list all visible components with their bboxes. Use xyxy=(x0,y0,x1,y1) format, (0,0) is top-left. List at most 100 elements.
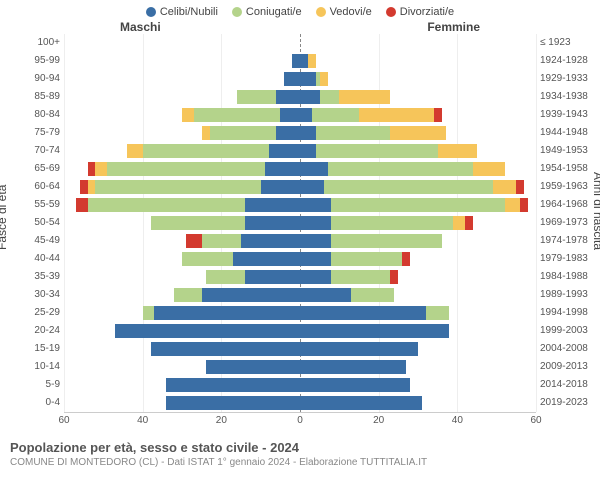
birth-label: 1949-1953 xyxy=(540,142,594,160)
bar-segment xyxy=(316,144,438,158)
bar-segment xyxy=(300,234,331,248)
gridline xyxy=(536,34,537,412)
bar-segment xyxy=(233,252,300,266)
bar-segment xyxy=(320,90,340,104)
age-label: 75-79 xyxy=(6,124,60,142)
bar-segment xyxy=(434,108,442,122)
bar-segment xyxy=(166,396,300,410)
age-label: 85-89 xyxy=(6,88,60,106)
x-tick: 60 xyxy=(530,415,541,426)
pyramid-row xyxy=(64,322,536,340)
header-male: Maschi xyxy=(120,20,161,34)
bar-segment xyxy=(331,198,504,212)
legend-swatch xyxy=(146,7,156,17)
x-tick: 20 xyxy=(373,415,384,426)
pyramid-row xyxy=(64,268,536,286)
birth-label: 1999-2003 xyxy=(540,322,594,340)
pyramid-row xyxy=(64,142,536,160)
bar-segment xyxy=(265,162,300,176)
bar-segment xyxy=(151,216,245,230)
bar-segment xyxy=(154,306,300,320)
legend-label: Vedovi/e xyxy=(330,6,372,18)
age-label: 15-19 xyxy=(6,340,60,358)
bar-segment xyxy=(300,216,331,230)
bar-segment xyxy=(300,396,422,410)
bar-segment xyxy=(115,324,300,338)
bar-segment xyxy=(300,288,351,302)
bar-segment xyxy=(300,324,449,338)
bar-segment xyxy=(339,90,390,104)
bar-segment xyxy=(308,54,316,68)
age-label: 40-44 xyxy=(6,250,60,268)
pyramid-row xyxy=(64,106,536,124)
birth-label: 1959-1963 xyxy=(540,178,594,196)
bar-segment xyxy=(166,378,300,392)
age-label: 100+ xyxy=(6,34,60,52)
bar-segment xyxy=(261,180,300,194)
bar-segment xyxy=(174,288,202,302)
x-tick: 20 xyxy=(216,415,227,426)
birth-labels: ≤ 19231924-19281929-19331934-19381939-19… xyxy=(536,34,594,412)
legend-item: Celibi/Nubili xyxy=(146,6,218,18)
birth-label: 1924-1928 xyxy=(540,52,594,70)
bar-segment xyxy=(182,108,194,122)
bar-segment xyxy=(127,144,143,158)
age-label: 55-59 xyxy=(6,196,60,214)
bar-segment xyxy=(202,234,241,248)
bar-segment xyxy=(331,216,453,230)
bar-segment xyxy=(390,126,445,140)
birth-label: 1969-1973 xyxy=(540,214,594,232)
bar-segment xyxy=(328,162,474,176)
bar-segment xyxy=(88,198,245,212)
bar-segment xyxy=(331,252,402,266)
birth-label: 1979-1983 xyxy=(540,250,594,268)
bar-segment xyxy=(438,144,477,158)
bar-segment xyxy=(300,144,316,158)
age-label: 45-49 xyxy=(6,232,60,250)
bar-segment xyxy=(284,72,300,86)
bar-segment xyxy=(107,162,264,176)
pyramid-row xyxy=(64,52,536,70)
pyramid-row xyxy=(64,196,536,214)
pyramid-row xyxy=(64,34,536,52)
bar-segment xyxy=(300,252,331,266)
bar-segment xyxy=(300,378,410,392)
pyramid-row xyxy=(64,394,536,412)
pyramid-row xyxy=(64,358,536,376)
legend-swatch xyxy=(232,7,242,17)
bar-segment xyxy=(300,360,406,374)
bar-segment xyxy=(300,270,331,284)
bar-segment xyxy=(143,306,155,320)
age-label: 95-99 xyxy=(6,52,60,70)
bar-segment xyxy=(300,72,316,86)
chart-title: Popolazione per età, sesso e stato civil… xyxy=(10,440,590,455)
x-tick: 0 xyxy=(297,415,303,426)
legend-label: Celibi/Nubili xyxy=(160,6,218,18)
pyramid-row xyxy=(64,376,536,394)
pyramid-row xyxy=(64,178,536,196)
bar-segment xyxy=(300,198,331,212)
pyramid-row xyxy=(64,214,536,232)
age-labels: 100+95-9990-9485-8980-8475-7970-7465-696… xyxy=(6,34,64,412)
bar-segment xyxy=(292,54,300,68)
bar-segment xyxy=(426,306,450,320)
x-tick: 60 xyxy=(58,415,69,426)
birth-label: 2014-2018 xyxy=(540,376,594,394)
pyramid-row xyxy=(64,160,536,178)
bar-segment xyxy=(245,216,300,230)
age-label: 90-94 xyxy=(6,70,60,88)
plot xyxy=(64,34,536,412)
birth-label: 1954-1958 xyxy=(540,160,594,178)
bar-segment xyxy=(76,198,88,212)
birth-label: 1939-1943 xyxy=(540,106,594,124)
pyramid-row xyxy=(64,250,536,268)
age-label: 10-14 xyxy=(6,358,60,376)
legend-swatch xyxy=(316,7,326,17)
bar-segment xyxy=(324,180,493,194)
bar-segment xyxy=(505,198,521,212)
chart-subtitle: COMUNE DI MONTEDORO (CL) - Dati ISTAT 1°… xyxy=(10,457,590,468)
legend-label: Coniugati/e xyxy=(246,6,302,18)
age-label: 50-54 xyxy=(6,214,60,232)
pyramid-row xyxy=(64,124,536,142)
legend: Celibi/NubiliConiugati/eVedovi/eDivorzia… xyxy=(0,0,600,20)
